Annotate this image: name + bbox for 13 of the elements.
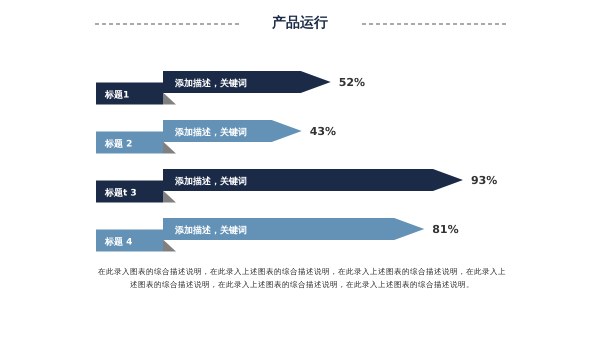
data-label: 52% — [338, 76, 366, 89]
y-tick-label: 标题t 3 — [104, 188, 137, 198]
data-label: 43% — [310, 124, 336, 138]
y-tick-label: 标题 2 — [104, 138, 132, 150]
data-label: 81% — [432, 222, 459, 236]
annotation: 添加描述，关键词 — [174, 78, 247, 89]
y-tick-label: 标题 4 — [104, 236, 132, 248]
annotation: 添加描述，关键词 — [174, 176, 247, 187]
data-label: 93% — [471, 174, 498, 187]
annotation: 添加描述，关键词 — [174, 225, 247, 236]
annotation: 添加描述，关键词 — [174, 127, 247, 138]
y-tick-label: 标题1 — [104, 90, 130, 100]
chart-title: 产品运行 — [271, 14, 329, 32]
